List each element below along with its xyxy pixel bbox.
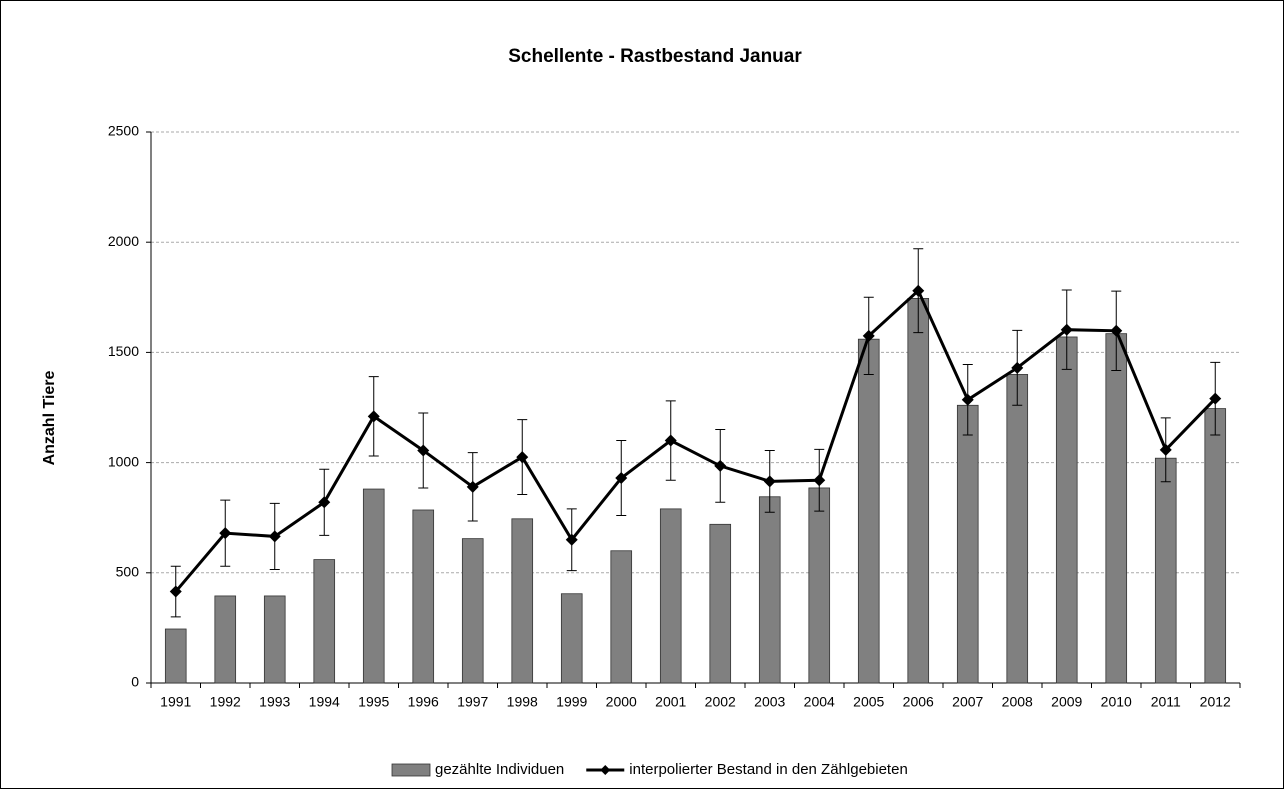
x-tick-label: 1991 <box>160 694 191 710</box>
marker <box>714 459 727 472</box>
x-tick-label: 1994 <box>309 694 340 710</box>
marker <box>169 585 182 598</box>
bar <box>857 338 880 684</box>
x-tick-label: 1993 <box>259 694 290 710</box>
x-tick-label: 1998 <box>507 694 538 710</box>
y-tick-label: 2500 <box>108 123 139 139</box>
bar <box>709 523 732 684</box>
bar <box>1055 336 1078 684</box>
x-tick-label: 1995 <box>358 694 389 710</box>
x-tick-label: 2002 <box>705 694 736 710</box>
marker <box>961 393 974 406</box>
bar <box>610 550 633 684</box>
marker <box>268 530 281 543</box>
bar <box>808 487 831 684</box>
marker <box>1159 443 1172 456</box>
marker <box>219 527 232 540</box>
x-tick-label: 2003 <box>754 694 785 710</box>
bar <box>956 404 979 684</box>
bar <box>1105 333 1128 684</box>
y-tick-label: 0 <box>131 674 139 690</box>
marker <box>1011 361 1024 374</box>
y-tick-label: 1000 <box>108 453 139 469</box>
y-tick-label: 2000 <box>108 233 139 249</box>
bar <box>461 538 484 684</box>
x-tick-label: 2006 <box>903 694 934 710</box>
marker <box>615 472 628 485</box>
marker <box>912 284 925 297</box>
marker <box>763 475 776 488</box>
marker <box>664 434 677 447</box>
legend-label: interpolierter Bestand in den Zählgebiet… <box>629 761 908 778</box>
x-tick-label: 2001 <box>655 694 686 710</box>
y-tick-label: 500 <box>116 564 140 580</box>
x-tick-label: 1996 <box>408 694 439 710</box>
bar <box>659 508 682 684</box>
marker <box>862 329 875 342</box>
legend-swatch <box>391 763 431 777</box>
bar <box>560 593 583 684</box>
bar <box>1006 374 1029 684</box>
bar <box>758 496 781 684</box>
legend-marker <box>600 765 611 775</box>
x-tick-label: 2008 <box>1002 694 1033 710</box>
marker <box>516 451 529 464</box>
marker <box>1110 324 1123 337</box>
marker <box>367 410 380 423</box>
x-tick-label: 1999 <box>556 694 587 710</box>
chart-title: Schellente - Rastbestand Januar <box>508 46 802 67</box>
marker <box>813 474 826 487</box>
marker <box>1060 323 1073 336</box>
line <box>174 288 1217 593</box>
marker <box>318 496 331 509</box>
marker <box>466 480 479 493</box>
x-tick-label: 1992 <box>210 694 241 710</box>
x-tick-label: 2000 <box>606 694 637 710</box>
x-tick-label: 2009 <box>1051 694 1082 710</box>
x-tick-label: 2005 <box>853 694 884 710</box>
x-tick-label: 2011 <box>1151 694 1181 710</box>
y-tick-label: 1500 <box>108 343 139 359</box>
bar <box>1204 408 1227 684</box>
bar <box>214 595 237 684</box>
bar <box>511 518 534 684</box>
bar <box>164 628 187 684</box>
legend-label: gezählte Individuen <box>435 761 564 778</box>
bar <box>263 595 286 684</box>
x-tick-label: 2004 <box>804 694 835 710</box>
x-tick-label: 2010 <box>1101 694 1132 710</box>
bar <box>1154 457 1177 684</box>
bar <box>907 298 930 684</box>
y-axis-label: Anzahl Tiere <box>41 370 58 465</box>
bar <box>412 509 435 684</box>
bar <box>313 559 336 684</box>
x-tick-label: 1997 <box>457 694 488 710</box>
x-tick-label: 2012 <box>1200 694 1231 710</box>
marker <box>1209 392 1222 405</box>
bar <box>362 488 385 684</box>
x-tick-label: 2007 <box>952 694 983 710</box>
marker <box>417 444 430 457</box>
marker <box>565 533 578 546</box>
